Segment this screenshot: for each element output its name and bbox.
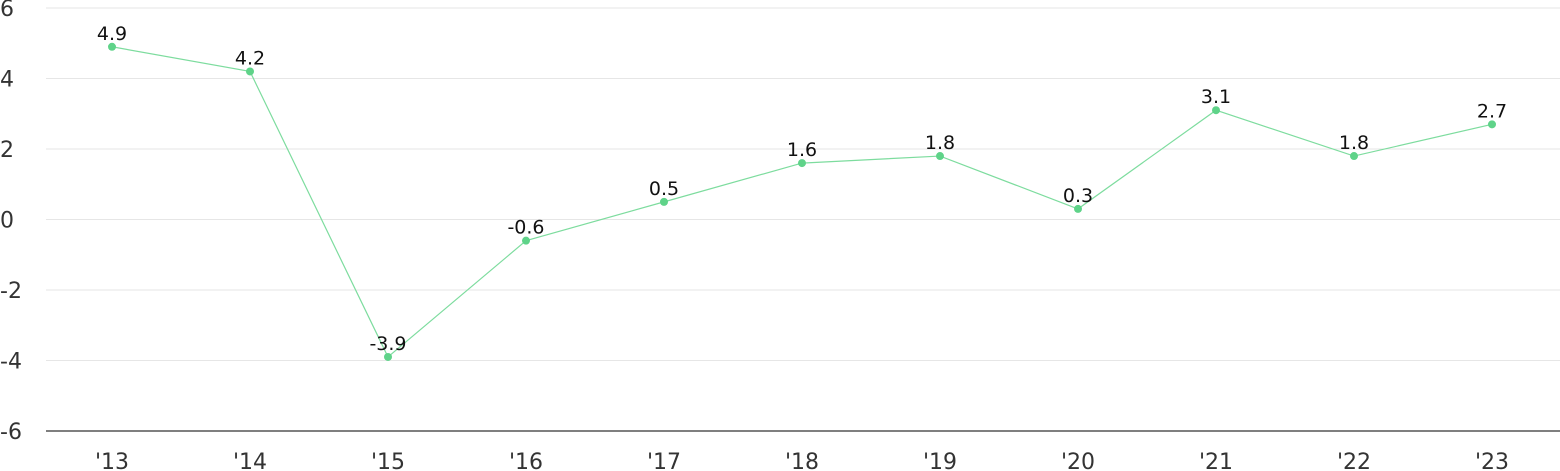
x-tick-label: '22 — [1337, 450, 1371, 471]
data-label: 1.6 — [787, 139, 817, 161]
data-label: 0.5 — [649, 178, 679, 200]
series-line — [111, 46, 1493, 358]
x-tick-label: '19 — [923, 450, 957, 471]
data-label: 4.9 — [97, 23, 127, 45]
data-point — [108, 42, 116, 51]
y-tick-label: -6 — [0, 420, 22, 445]
y-tick-label: 0 — [0, 209, 14, 234]
x-tick-label: '20 — [1061, 450, 1095, 471]
x-tick-label: '13 — [95, 450, 129, 471]
x-tick-label: '16 — [509, 450, 543, 471]
y-tick-label: 2 — [0, 138, 14, 163]
y-axis-ticks: 6 4 2 0 -2 -4 -6 — [0, 0, 22, 445]
data-point — [1488, 120, 1496, 129]
y-tick-label: -2 — [0, 279, 22, 304]
data-point — [660, 197, 668, 206]
data-points — [108, 42, 1496, 361]
data-label: 4.2 — [235, 47, 265, 69]
x-tick-label: '15 — [371, 450, 405, 471]
y-tick-label: 4 — [0, 68, 14, 93]
x-tick-label: '23 — [1475, 450, 1509, 471]
data-point — [1350, 152, 1358, 161]
x-axis-ticks: '13 '14 '15 '16 '17 '18 '19 '20 '21 '22 '23 — [95, 450, 1509, 471]
data-label: 0.3 — [1063, 185, 1093, 207]
data-label: -0.6 — [507, 217, 544, 239]
data-point — [798, 159, 806, 168]
data-point — [1212, 106, 1220, 115]
y-tick-label: -4 — [0, 350, 22, 375]
x-tick-label: '18 — [785, 450, 819, 471]
x-tick-label: '17 — [647, 450, 681, 471]
gridlines — [46, 7, 1560, 361]
data-label: 2.7 — [1477, 100, 1507, 122]
data-point — [384, 352, 392, 361]
data-label: 1.8 — [1339, 132, 1369, 154]
y-tick-label: 6 — [0, 0, 14, 22]
data-point — [522, 236, 530, 245]
data-labels: 4.9 4.2 -3.9 -0.6 0.5 1.6 1.8 0.3 3.1 1.8 2.7 — [97, 23, 1507, 355]
data-label: 1.8 — [925, 132, 955, 154]
data-point — [1074, 204, 1082, 213]
data-label: 3.1 — [1201, 86, 1231, 108]
data-point — [246, 67, 254, 76]
x-tick-label: '14 — [233, 450, 267, 471]
x-tick-label: '21 — [1199, 450, 1233, 471]
data-point — [936, 152, 944, 161]
data-label: -3.9 — [369, 333, 406, 355]
